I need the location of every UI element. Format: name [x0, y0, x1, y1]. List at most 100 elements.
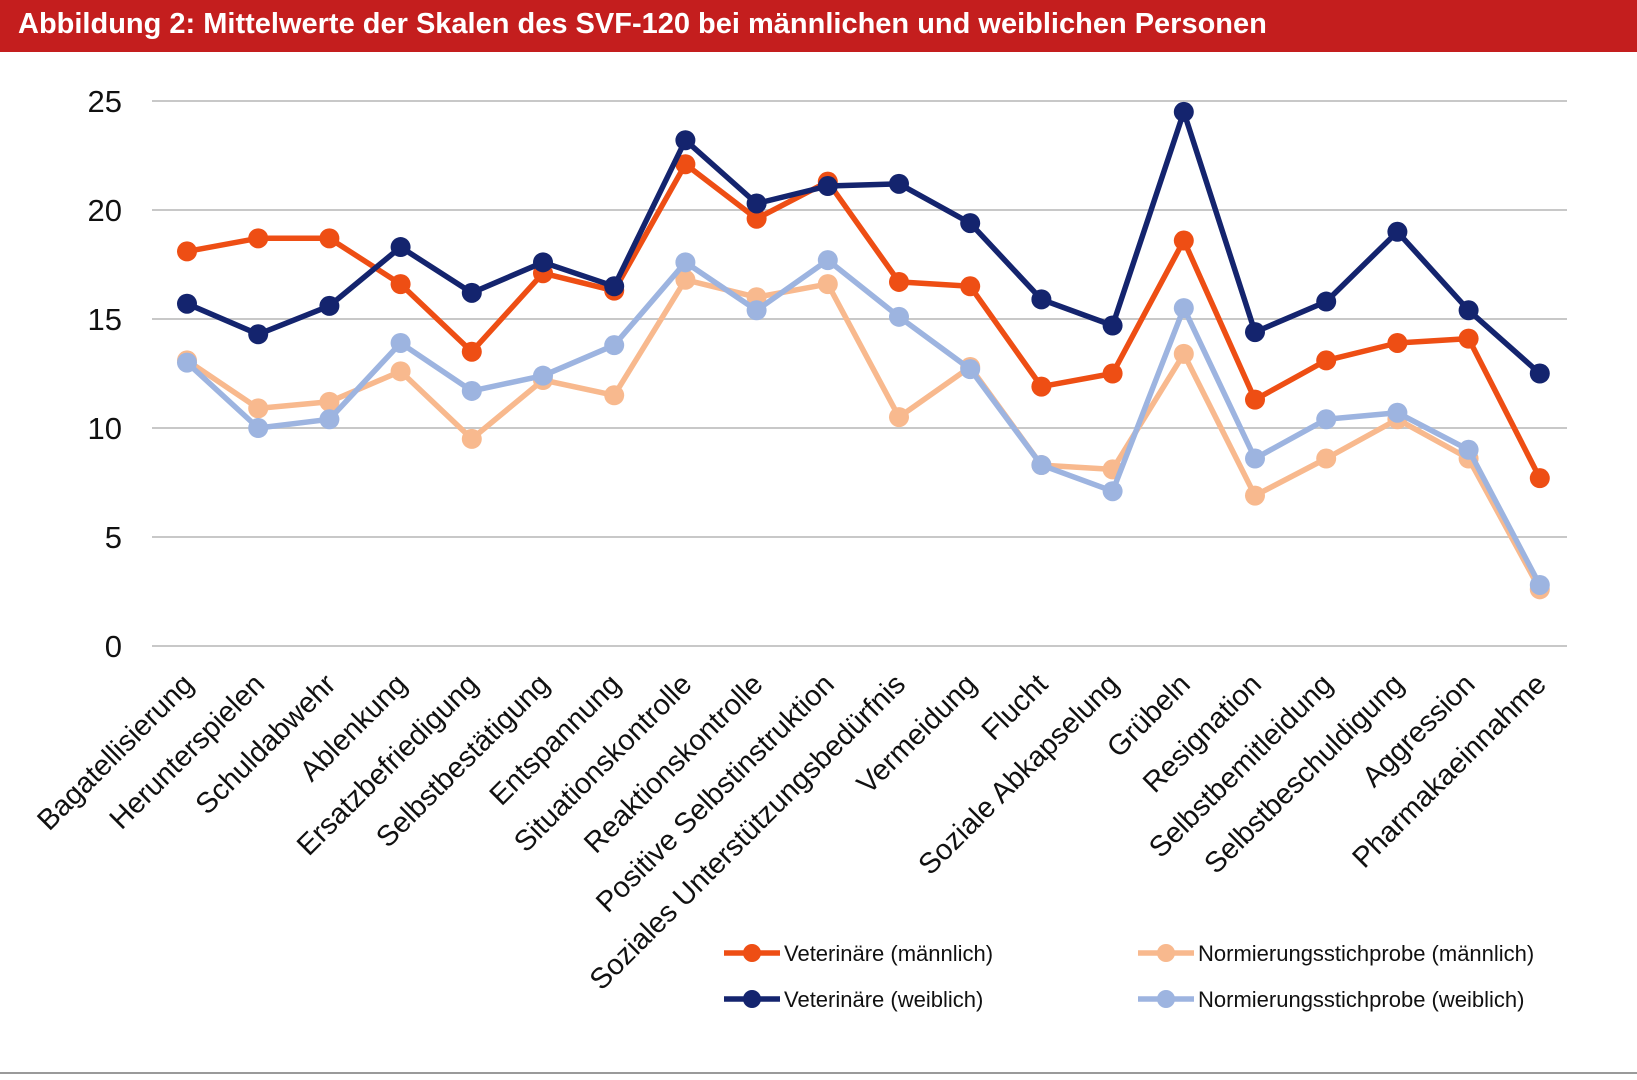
- data-point: [319, 391, 340, 412]
- data-point: [889, 173, 909, 194]
- data-point: [889, 306, 909, 327]
- legend-label: Normierungsstichprobe (männlich): [1198, 941, 1534, 966]
- data-point: [675, 252, 696, 273]
- legend-item: Veterinäre (weiblich): [724, 987, 983, 1012]
- chart-title: Abbildung 2: Mittelwerte der Skalen des …: [18, 8, 1267, 40]
- y-tick-label: 0: [105, 629, 122, 664]
- data-point: [319, 409, 340, 430]
- data-point: [604, 276, 625, 297]
- data-point: [1529, 574, 1550, 595]
- data-point: [960, 213, 981, 234]
- data-point: [1245, 448, 1265, 469]
- data-point: [889, 271, 909, 292]
- data-point: [461, 282, 482, 303]
- data-point: [817, 176, 838, 197]
- bottom-divider: [0, 1072, 1637, 1074]
- data-point: [1031, 376, 1052, 397]
- data-point: [604, 385, 625, 406]
- data-point: [533, 365, 553, 386]
- data-point: [889, 407, 909, 428]
- series-line: [184, 277, 1543, 593]
- data-point: [1173, 230, 1194, 251]
- data-point: [1173, 298, 1194, 319]
- data-point: [817, 250, 838, 271]
- series-line: [184, 109, 1543, 377]
- data-point: [1245, 389, 1265, 410]
- series-line: [184, 161, 1543, 481]
- data-point: [319, 228, 340, 249]
- data-point: [248, 418, 269, 438]
- data-point: [1245, 322, 1265, 343]
- data-point: [1102, 315, 1123, 336]
- data-point: [1102, 363, 1123, 384]
- data-point: [1031, 289, 1052, 310]
- legend-item: Veterinäre (männlich): [724, 941, 993, 966]
- data-point: [390, 332, 411, 353]
- series-group: [177, 101, 1550, 600]
- data-point: [960, 359, 981, 380]
- data-point: [390, 361, 411, 382]
- y-tick-label: 25: [88, 84, 122, 119]
- y-tick-label: 10: [88, 411, 122, 446]
- data-point: [1316, 350, 1337, 371]
- data-point: [1316, 409, 1337, 430]
- data-point: [1316, 291, 1337, 312]
- title-bar: Abbildung 2: Mittelwerte der Skalen des …: [0, 0, 1637, 52]
- data-point: [1458, 300, 1479, 321]
- data-point: [177, 352, 197, 373]
- data-point: [675, 154, 696, 175]
- data-point: [675, 130, 696, 151]
- data-point: [1387, 221, 1408, 242]
- series-line: [184, 257, 1543, 588]
- data-point: [461, 380, 482, 401]
- series-normierungsstichprobe-weiblich: [177, 250, 1550, 595]
- y-tick-label: 20: [88, 193, 122, 228]
- y-tick-label: 15: [88, 302, 122, 337]
- y-tick-label: 5: [105, 520, 122, 555]
- data-point: [248, 228, 269, 249]
- legend-marker-swatch: [1157, 944, 1175, 962]
- data-point: [1173, 343, 1194, 364]
- data-point: [461, 428, 482, 449]
- data-point: [1458, 439, 1479, 460]
- data-point: [390, 274, 411, 295]
- legend-label: Veterinäre (männlich): [784, 941, 993, 966]
- data-point: [675, 269, 696, 290]
- legend-marker-swatch: [743, 990, 761, 1008]
- data-point: [1458, 328, 1479, 349]
- data-point: [533, 252, 553, 273]
- data-point: [1529, 468, 1550, 489]
- data-point: [1316, 448, 1337, 469]
- data-point: [1387, 402, 1408, 423]
- data-point: [1173, 101, 1194, 122]
- series-veterinaere-maennlich: [177, 154, 1550, 489]
- data-point: [1102, 481, 1123, 502]
- data-point: [604, 335, 625, 356]
- data-point: [817, 274, 838, 295]
- data-point: [1387, 332, 1408, 353]
- data-point: [390, 237, 411, 258]
- data-point: [177, 241, 197, 262]
- data-point: [1245, 485, 1265, 506]
- y-axis-ticks: 0 5 10 15 20 25: [88, 84, 122, 664]
- data-point: [248, 398, 269, 419]
- legend-item: Normierungsstichprobe (männlich): [1138, 941, 1534, 966]
- data-point: [319, 295, 340, 316]
- title-divider: [0, 52, 1637, 54]
- legend-marker-swatch: [743, 944, 761, 962]
- series-veterinaere-weiblich: [177, 101, 1550, 384]
- legend-item: Normierungsstichprobe (weiblich): [1138, 987, 1524, 1012]
- data-point: [960, 276, 981, 297]
- data-point: [177, 293, 197, 314]
- legend-marker-swatch: [1157, 990, 1175, 1008]
- data-point: [461, 341, 482, 362]
- data-point: [1031, 455, 1052, 476]
- data-point: [1529, 363, 1550, 384]
- legend-label: Normierungsstichprobe (weiblich): [1198, 987, 1524, 1012]
- legend-label: Veterinäre (weiblich): [784, 987, 983, 1012]
- legend: Veterinäre (männlich) Normierungsstichpro…: [724, 941, 1534, 1012]
- data-point: [746, 193, 767, 214]
- data-point: [248, 324, 269, 345]
- data-point: [746, 300, 767, 321]
